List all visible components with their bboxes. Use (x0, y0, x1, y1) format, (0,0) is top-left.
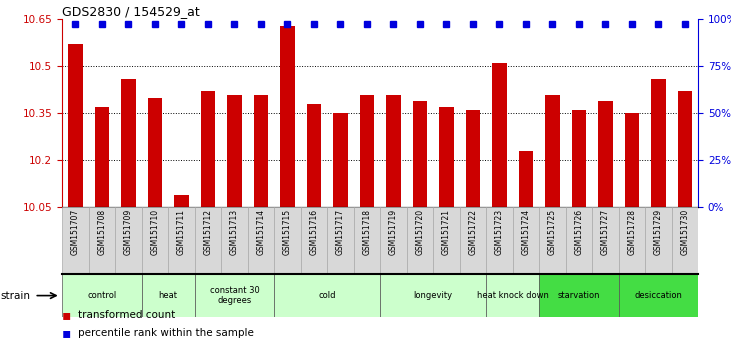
Bar (486, 207, 512, 274)
Text: desiccation: desiccation (635, 291, 682, 300)
Bar (598, 101, 613, 207)
Bar (412, 101, 427, 207)
Text: GSM151728: GSM151728 (627, 209, 637, 255)
Bar (439, 107, 454, 207)
Bar (142, 207, 168, 274)
Bar (618, 207, 645, 274)
Bar (200, 91, 215, 207)
Bar (280, 26, 295, 207)
Text: ▪: ▪ (62, 326, 72, 340)
Text: ▪: ▪ (62, 308, 72, 322)
Bar (512, 207, 539, 274)
Bar (651, 79, 666, 207)
Bar (327, 207, 354, 274)
Text: GSM151712: GSM151712 (203, 209, 213, 255)
Text: GSM151714: GSM151714 (257, 209, 265, 255)
Bar (254, 95, 268, 207)
Bar (62, 274, 142, 317)
Bar (386, 95, 401, 207)
Bar (306, 104, 321, 207)
Text: GSM151730: GSM151730 (681, 209, 689, 255)
Text: GSM151723: GSM151723 (495, 209, 504, 255)
Text: GSM151716: GSM151716 (309, 209, 319, 255)
Text: GSM151720: GSM151720 (415, 209, 425, 255)
Bar (333, 113, 348, 207)
Bar (672, 207, 698, 274)
Text: GSM151717: GSM151717 (336, 209, 345, 255)
Bar (492, 63, 507, 207)
Bar (174, 195, 189, 207)
Bar (624, 113, 639, 207)
Bar (518, 151, 533, 207)
Bar (121, 79, 136, 207)
Bar (88, 207, 115, 274)
Bar (645, 207, 672, 274)
Bar (566, 207, 592, 274)
Text: GSM151715: GSM151715 (283, 209, 292, 255)
Bar (274, 207, 300, 274)
Text: GSM151726: GSM151726 (575, 209, 583, 255)
Bar (227, 95, 242, 207)
Bar (194, 274, 274, 317)
Bar (354, 207, 380, 274)
Text: transformed count: transformed count (78, 310, 175, 320)
Bar (115, 207, 142, 274)
Text: GSM151727: GSM151727 (601, 209, 610, 255)
Text: starvation: starvation (558, 291, 600, 300)
Bar (68, 45, 83, 207)
Text: constant 30
degrees: constant 30 degrees (210, 286, 260, 305)
Bar (539, 274, 618, 317)
Text: control: control (87, 291, 116, 300)
Bar (545, 95, 560, 207)
Bar (221, 207, 248, 274)
Bar (142, 274, 194, 317)
Bar (433, 207, 460, 274)
Bar (194, 207, 221, 274)
Text: GDS2830 / 154529_at: GDS2830 / 154529_at (62, 5, 200, 18)
Text: strain: strain (0, 291, 30, 301)
Bar (168, 207, 194, 274)
Text: GSM151708: GSM151708 (97, 209, 107, 255)
Text: cold: cold (319, 291, 336, 300)
Bar (360, 95, 374, 207)
Bar (380, 207, 406, 274)
Text: longevity: longevity (414, 291, 452, 300)
Text: GSM151707: GSM151707 (71, 209, 80, 255)
Text: heat: heat (159, 291, 178, 300)
Bar (460, 207, 486, 274)
Bar (539, 207, 566, 274)
Bar (380, 274, 486, 317)
Bar (148, 98, 162, 207)
Bar (592, 207, 618, 274)
Text: GSM151709: GSM151709 (124, 209, 133, 255)
Bar (248, 207, 274, 274)
Bar (572, 110, 586, 207)
Text: percentile rank within the sample: percentile rank within the sample (78, 328, 254, 338)
Text: heat knock down: heat knock down (477, 291, 548, 300)
Bar (618, 274, 698, 317)
Text: GSM151711: GSM151711 (177, 209, 186, 255)
Text: GSM151725: GSM151725 (548, 209, 557, 255)
Text: GSM151724: GSM151724 (521, 209, 531, 255)
Bar (300, 207, 327, 274)
Text: GSM151718: GSM151718 (363, 209, 371, 255)
Bar (62, 207, 88, 274)
Bar (486, 274, 539, 317)
Text: GSM151729: GSM151729 (654, 209, 663, 255)
Text: GSM151710: GSM151710 (151, 209, 159, 255)
Text: GSM151719: GSM151719 (389, 209, 398, 255)
Bar (406, 207, 433, 274)
Bar (678, 91, 692, 207)
Text: GSM151721: GSM151721 (442, 209, 451, 255)
Bar (466, 110, 480, 207)
Bar (94, 107, 109, 207)
Text: GSM151713: GSM151713 (230, 209, 239, 255)
Bar (274, 274, 380, 317)
Text: GSM151722: GSM151722 (469, 209, 477, 255)
